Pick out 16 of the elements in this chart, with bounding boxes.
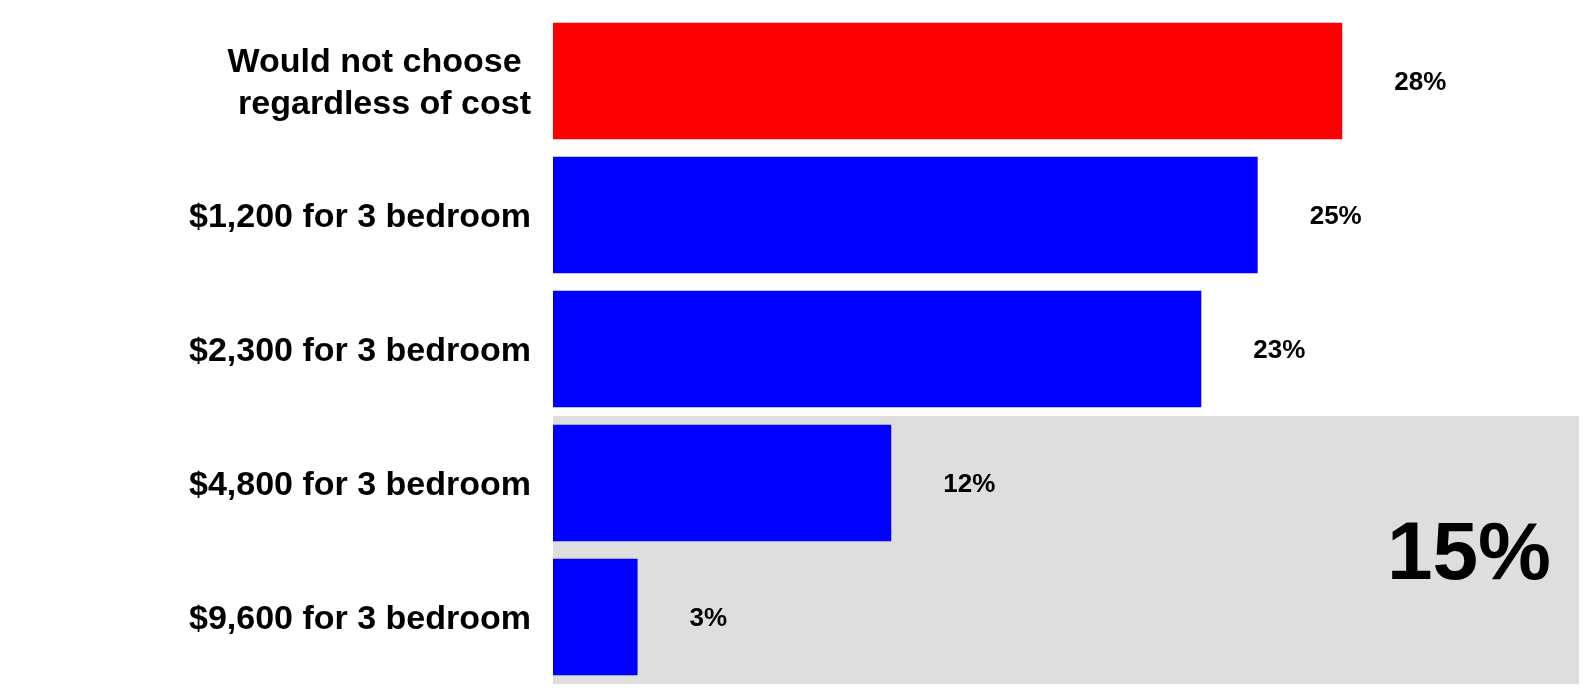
y-tick-label: $1,200 for 3 bedroom <box>188 196 531 234</box>
data-label: 23% <box>1253 334 1306 364</box>
band-label: 15% <box>1386 504 1551 596</box>
data-label: 12% <box>943 468 996 498</box>
bar <box>553 424 892 542</box>
data-label: 3% <box>689 602 728 632</box>
y-tick-label: Would not choose regardless of cost <box>227 41 531 121</box>
y-tick-label: $2,300 for 3 bedroom <box>188 330 531 368</box>
y-tick-label: $4,800 for 3 bedroom <box>188 464 531 502</box>
data-label: 25% <box>1309 200 1362 230</box>
bar <box>553 290 1202 408</box>
bar <box>553 156 1258 274</box>
data-label: 28% <box>1394 66 1447 96</box>
bar <box>553 22 1343 140</box>
y-tick-label: $9,600 for 3 bedroom <box>188 598 531 636</box>
bar <box>553 558 638 676</box>
